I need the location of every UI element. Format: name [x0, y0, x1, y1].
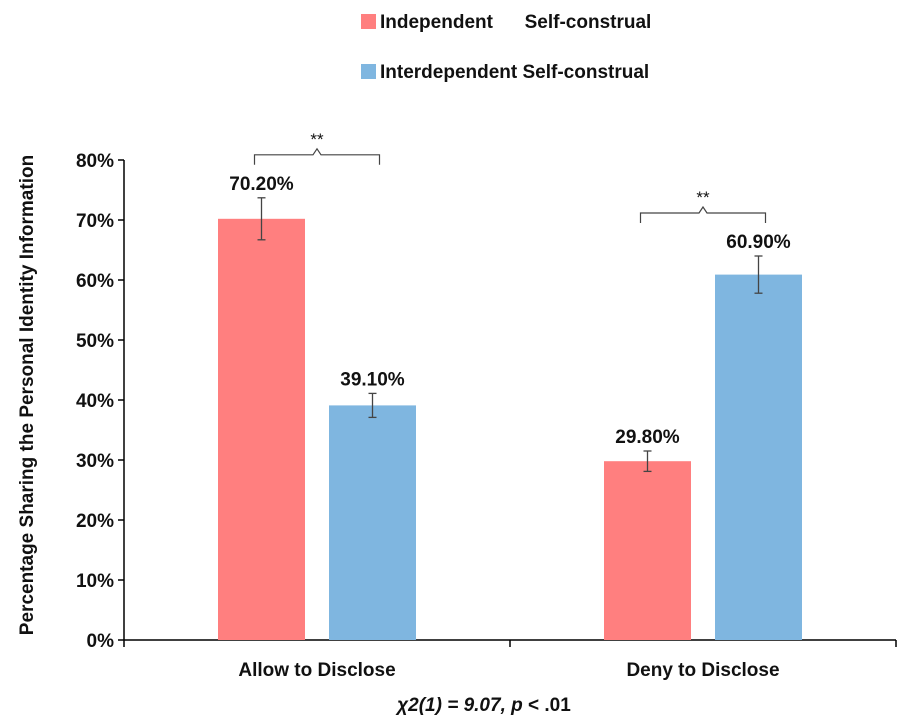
legend: Independent Self-construal Interdependent…: [361, 12, 651, 83]
significance-bracket: [253, 147, 381, 165]
bar: [218, 218, 305, 641]
data-label: 29.80%: [615, 427, 680, 448]
y-tick-label: 60%: [76, 271, 114, 292]
y-tick-label: 80%: [76, 151, 114, 172]
footnote-p: p: [510, 695, 523, 716]
bar: [604, 461, 691, 640]
bar: [715, 274, 802, 640]
data-label: 39.10%: [340, 369, 405, 390]
y-tick-label: 20%: [76, 511, 114, 532]
chi-square-footnote: χ2(1) = 9.07, p < .01: [395, 695, 571, 716]
y-tick-label: 10%: [76, 571, 114, 592]
annotations: 70.20% 39.10% ** 29.80% 60.90% **: [229, 130, 791, 448]
legend-label: Independent Self-construal: [380, 12, 651, 33]
significance-marker: **: [696, 188, 710, 207]
y-tick-label: 40%: [76, 391, 114, 412]
legend-swatch: [361, 14, 376, 29]
x-tick-label: Allow to Disclose: [238, 660, 395, 681]
axes: 0% 10% 20% 30% 40% 50% 60% 70% 80% Allow to Discl…: [76, 151, 897, 681]
y-axis-label: Percentage Sharing the Personal Identity…: [17, 155, 38, 635]
footnote-suffix: < .01: [523, 695, 571, 716]
footnote-prefix: χ2(1) = 9.07,: [395, 695, 511, 716]
y-tick-label: 30%: [76, 451, 114, 472]
bar: [329, 405, 416, 640]
legend-label: Interdependent Self-construal: [380, 62, 649, 83]
x-tick-label: Deny to Disclose: [626, 660, 779, 681]
significance-bracket: [639, 205, 767, 223]
significance-marker: **: [310, 130, 324, 149]
y-tick-label: 0%: [87, 631, 115, 652]
bars: [218, 197, 802, 641]
data-label: 60.90%: [726, 232, 791, 253]
y-tick-label: 50%: [76, 331, 114, 352]
legend-swatch: [361, 64, 376, 79]
data-label: 70.20%: [229, 174, 294, 195]
y-tick-label: 70%: [76, 211, 114, 232]
